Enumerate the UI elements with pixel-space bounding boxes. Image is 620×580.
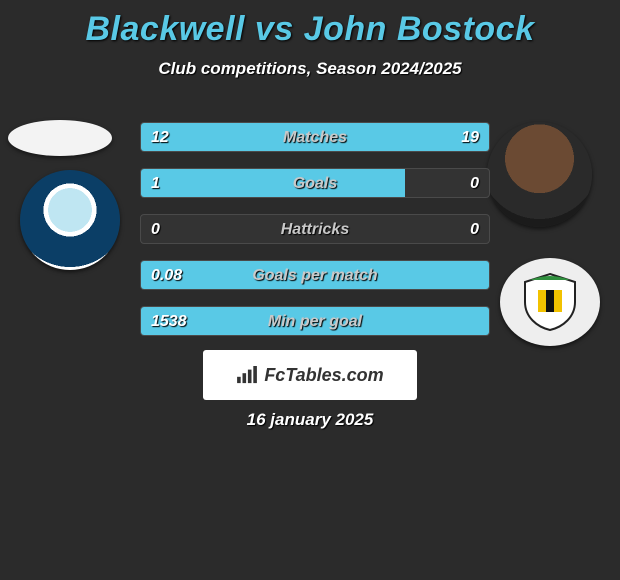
stat-label: Goals per match xyxy=(141,261,489,290)
stat-label: Hattricks xyxy=(141,215,489,244)
stat-label: Min per goal xyxy=(141,307,489,336)
right-club-crest xyxy=(500,258,600,346)
shield-icon xyxy=(520,272,580,332)
stats-rows: 1219Matches 10Goals 00Hattricks 0.08Goals p… xyxy=(140,122,490,352)
stat-row: 1538Min per goal xyxy=(140,306,490,336)
stat-label: Matches xyxy=(141,123,489,152)
stat-row: 1219Matches xyxy=(140,122,490,152)
page-title: Blackwell vs John Bostock xyxy=(0,0,620,49)
watermark-text: FcTables.com xyxy=(264,365,383,386)
date-text: 16 january 2025 xyxy=(0,410,620,430)
subtitle: Club competitions, Season 2024/2025 xyxy=(0,59,620,79)
stat-row: 10Goals xyxy=(140,168,490,198)
left-player-avatar xyxy=(8,120,112,156)
bars-icon xyxy=(236,366,258,384)
stat-row: 00Hattricks xyxy=(140,214,490,244)
stat-label: Goals xyxy=(141,169,489,198)
comparison-card: Blackwell vs John Bostock Club competiti… xyxy=(0,0,620,580)
left-club-crest xyxy=(20,170,120,270)
watermark: FcTables.com xyxy=(203,350,417,400)
stat-row: 0.08Goals per match xyxy=(140,260,490,290)
right-player-avatar xyxy=(487,122,592,227)
